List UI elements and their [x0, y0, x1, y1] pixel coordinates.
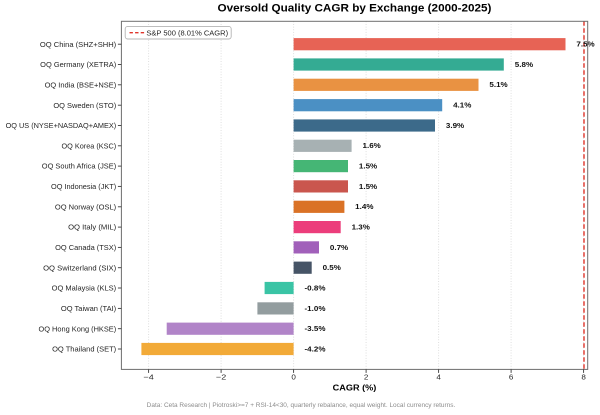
svg-text:6: 6 [509, 372, 514, 381]
svg-text:8: 8 [581, 372, 586, 381]
svg-text:CAGR (%): CAGR (%) [333, 382, 377, 392]
svg-text:OQ Indonesia (JKT): OQ Indonesia (JKT) [51, 182, 116, 191]
svg-text:0: 0 [291, 372, 296, 381]
svg-text:-1.0%: -1.0% [305, 306, 327, 313]
svg-text:S&P 500 (8.01% CAGR): S&P 500 (8.01% CAGR) [146, 28, 228, 37]
svg-text:OQ South Africa (JSE): OQ South Africa (JSE) [42, 162, 116, 171]
svg-text:OQ Sweden (STO): OQ Sweden (STO) [53, 101, 116, 110]
svg-text:OQ China (SHZ+SHH): OQ China (SHZ+SHH) [40, 40, 116, 49]
svg-text:OQ Italy (MIL): OQ Italy (MIL) [68, 223, 116, 232]
svg-text:4.1%: 4.1% [453, 103, 472, 110]
svg-text:OQ US (NYSE+NASDAQ+AMEX): OQ US (NYSE+NASDAQ+AMEX) [6, 121, 117, 130]
svg-text:OQ Norway (OSL): OQ Norway (OSL) [55, 202, 116, 211]
svg-text:2: 2 [364, 372, 369, 381]
svg-text:−2: −2 [216, 372, 226, 381]
svg-text:0.7%: 0.7% [330, 245, 349, 252]
svg-text:OQ Switzerland (SIX): OQ Switzerland (SIX) [43, 263, 116, 272]
svg-text:-4.2%: -4.2% [305, 346, 327, 353]
svg-text:4: 4 [436, 372, 441, 381]
svg-text:1.5%: 1.5% [359, 184, 378, 191]
svg-text:-3.5%: -3.5% [305, 326, 327, 333]
svg-text:-0.8%: -0.8% [305, 285, 327, 292]
svg-text:7.5%: 7.5% [576, 42, 595, 49]
svg-text:1.3%: 1.3% [352, 225, 371, 232]
svg-text:1.5%: 1.5% [359, 164, 378, 171]
svg-text:OQ Taiwan (TAI): OQ Taiwan (TAI) [61, 304, 116, 313]
svg-text:5.1%: 5.1% [489, 82, 508, 89]
svg-text:OQ Malaysia (KLS): OQ Malaysia (KLS) [52, 284, 117, 293]
svg-text:1.6%: 1.6% [363, 143, 382, 150]
svg-text:1.4%: 1.4% [355, 204, 374, 211]
svg-text:OQ Hong Kong (HKSE): OQ Hong Kong (HKSE) [39, 324, 117, 333]
svg-text:OQ Germany (XETRA): OQ Germany (XETRA) [40, 60, 116, 69]
svg-text:3.9%: 3.9% [446, 123, 465, 130]
svg-text:Oversold Quality CAGR by Excha: Oversold Quality CAGR by Exchange (2000-… [218, 3, 492, 15]
svg-text:OQ India (BSE+NSE): OQ India (BSE+NSE) [45, 80, 117, 89]
svg-text:OQ Korea (KSC): OQ Korea (KSC) [62, 141, 117, 150]
svg-text:−4: −4 [143, 372, 153, 381]
svg-text:0.5%: 0.5% [323, 265, 342, 272]
svg-text:OQ Thailand (SET): OQ Thailand (SET) [52, 345, 116, 354]
svg-text:Data: Ceta Research | Piotrosk: Data: Ceta Research | Piotroski>=7 + RSI… [147, 403, 456, 409]
svg-text:OQ Canada (TSX): OQ Canada (TSX) [55, 243, 116, 252]
svg-text:5.8%: 5.8% [515, 62, 534, 69]
